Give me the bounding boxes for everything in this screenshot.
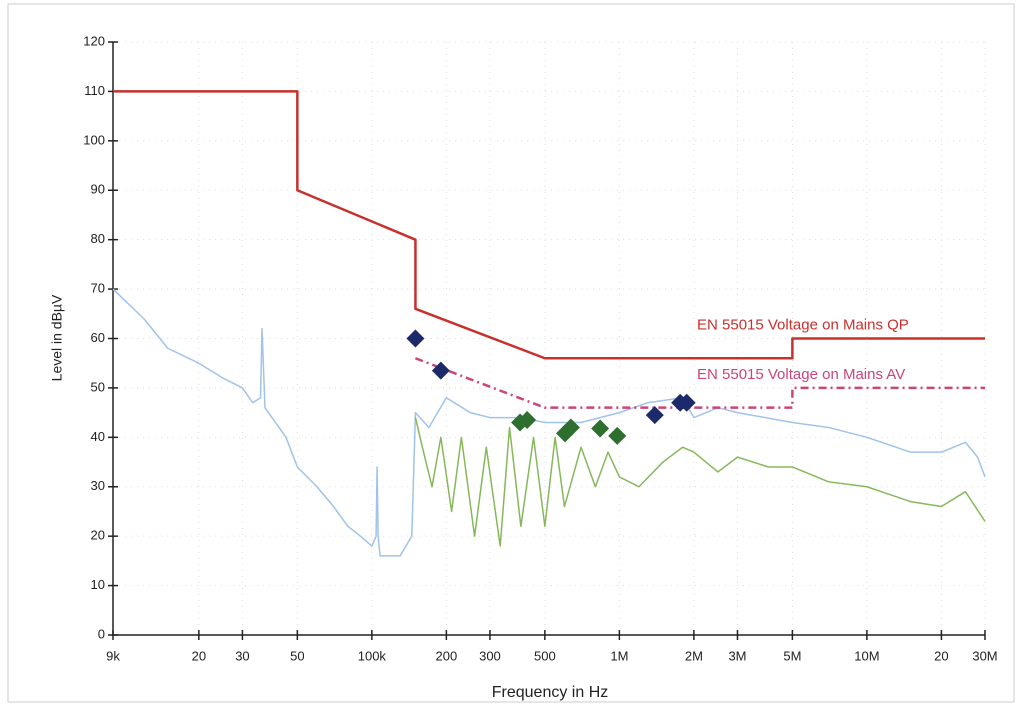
x-tick-label: 300 — [479, 648, 501, 663]
y-tick-label: 60 — [91, 330, 105, 345]
x-tick-label: 10M — [854, 648, 879, 663]
x-tick-label: 20 — [934, 648, 948, 663]
y-tick-label: 10 — [91, 577, 105, 592]
x-tick-label: 100k — [358, 648, 387, 663]
series-label: EN 55015 Voltage on Mains QP — [697, 316, 909, 333]
x-tick-label: 200 — [436, 648, 458, 663]
x-tick-label: 5M — [783, 648, 801, 663]
series-line — [112, 288, 986, 557]
x-tick-label: 500 — [534, 648, 556, 663]
x-axis-label: Frequency in Hz — [492, 684, 609, 701]
marker — [645, 406, 664, 425]
y-tick-label: 0 — [98, 626, 105, 641]
y-tick-label: 100 — [83, 132, 105, 147]
marker — [608, 426, 627, 445]
marker — [431, 361, 450, 380]
x-tick-label: 2M — [685, 648, 703, 663]
series-line — [414, 357, 985, 409]
frame — [7, 3, 1015, 703]
x-tick-label: 1M — [610, 648, 628, 663]
y-tick-label: 70 — [91, 281, 105, 296]
y-tick-label: 50 — [91, 379, 105, 394]
marker — [561, 418, 580, 437]
marker — [406, 329, 425, 348]
y-tick-label: 110 — [84, 83, 105, 98]
y-axis-label: Level in dBµV — [49, 294, 65, 381]
y-tick-label: 90 — [91, 182, 105, 197]
series-line — [113, 90, 985, 360]
y-tick-label: 80 — [91, 231, 105, 246]
x-tick-label: 20 — [192, 648, 206, 663]
y-tick-label: 30 — [91, 478, 105, 493]
marker — [591, 419, 610, 438]
marker — [518, 411, 537, 430]
y-tick-label: 120 — [83, 33, 105, 48]
x-tick-label: 30M — [972, 648, 997, 663]
y-tick-label: 40 — [91, 429, 105, 444]
x-tick-label: 3M — [728, 648, 746, 663]
series-label: EN 55015 Voltage on Mains AV — [697, 366, 905, 383]
series-line — [414, 417, 986, 547]
marker — [677, 393, 696, 412]
y-tick-label: 20 — [91, 528, 105, 543]
x-tick-label: 9k — [106, 648, 120, 663]
x-tick-label: 50 — [290, 648, 304, 663]
x-tick-label: 30 — [235, 648, 249, 663]
